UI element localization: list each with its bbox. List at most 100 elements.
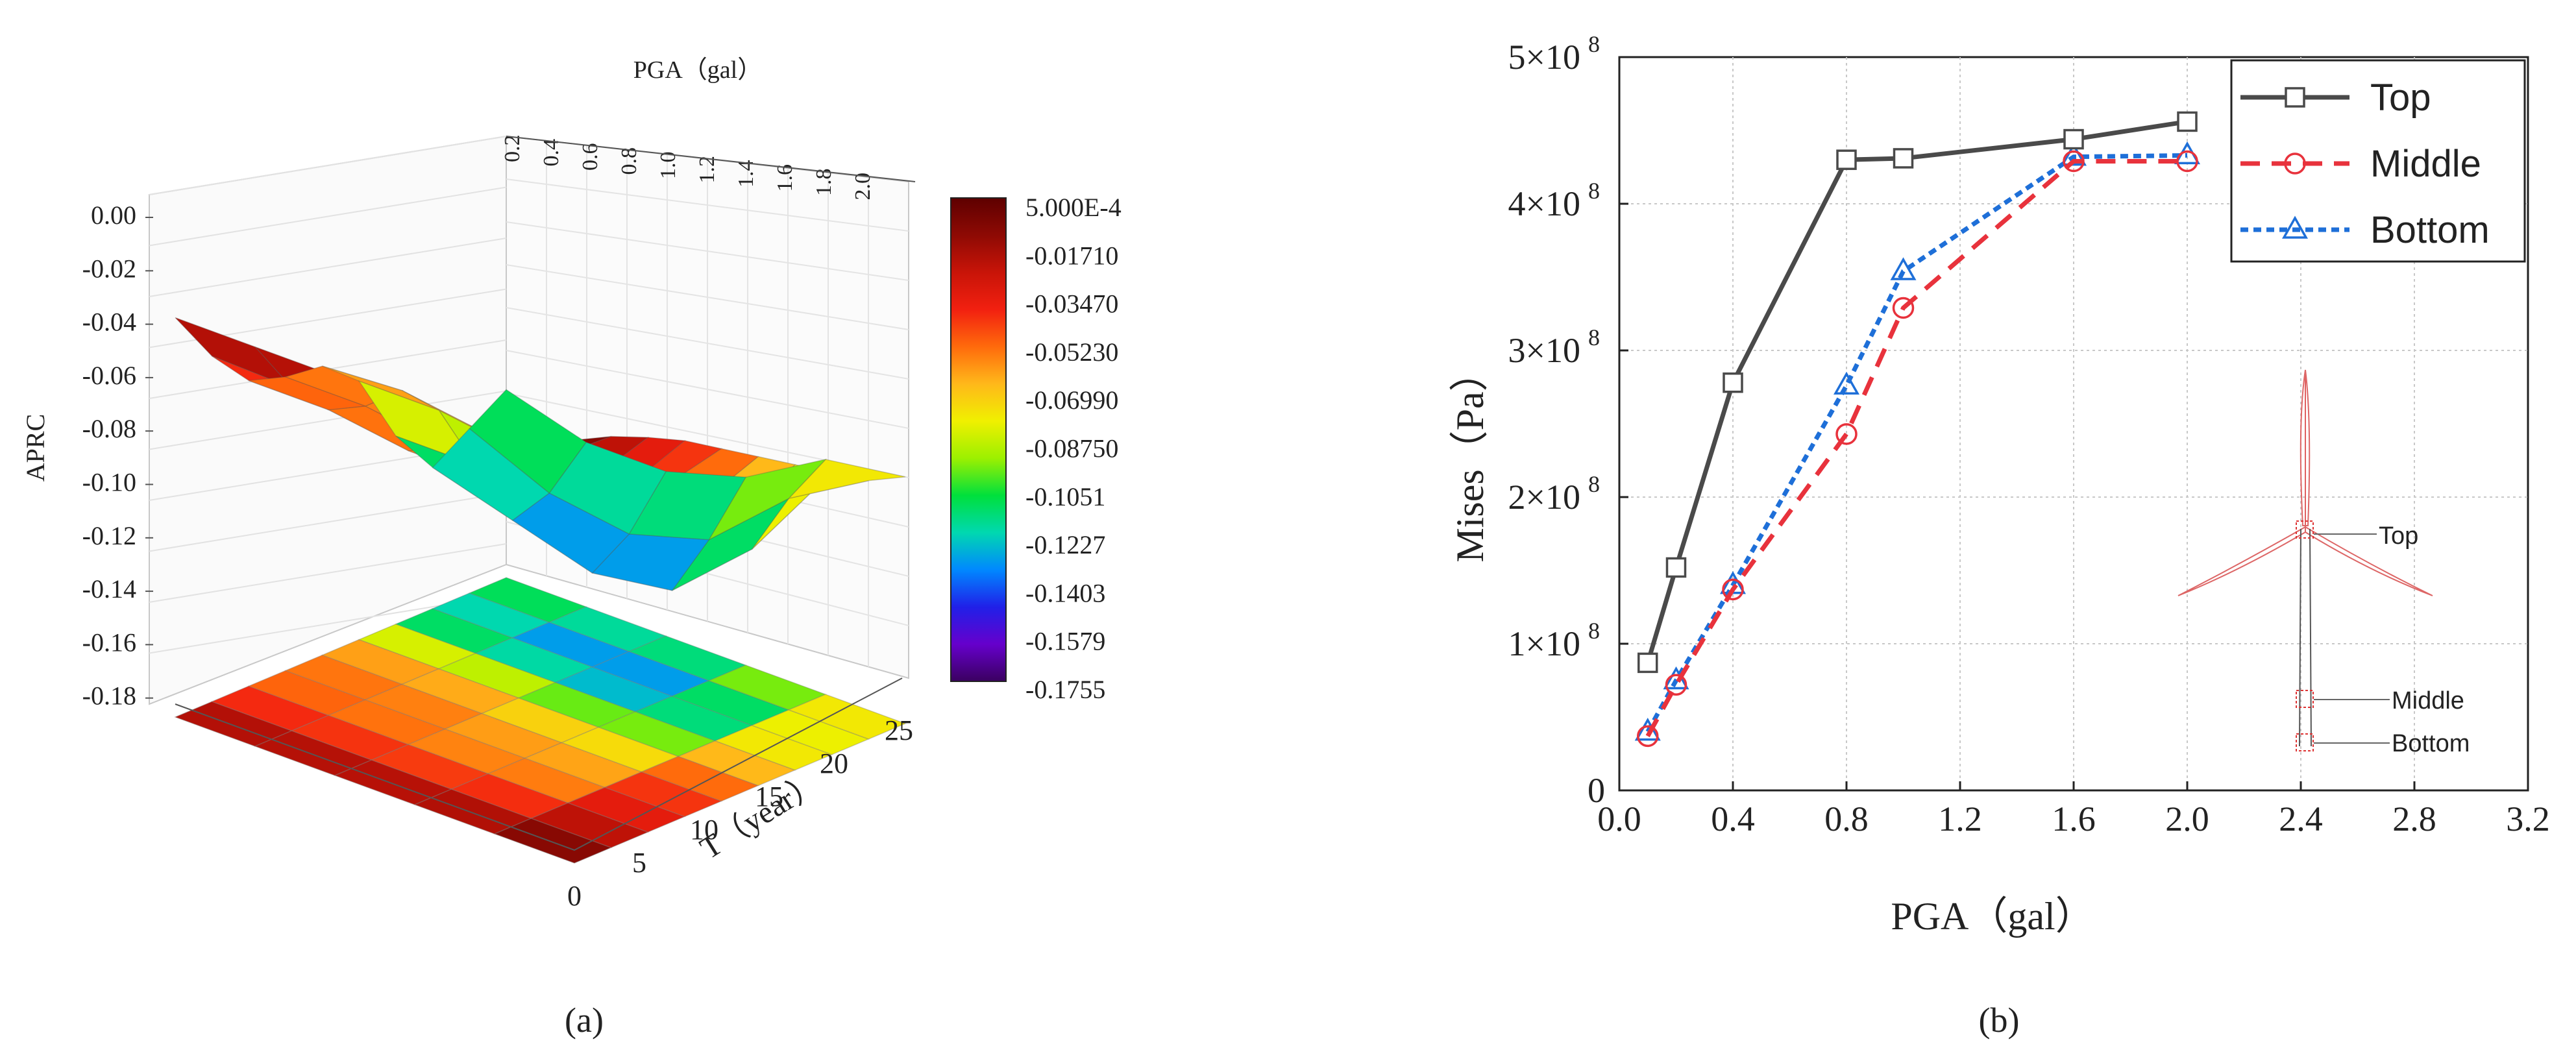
grid-line bbox=[506, 221, 909, 281]
z-tick-label: -0.06 bbox=[82, 361, 136, 390]
x-tick-label: 0.8 bbox=[1824, 799, 1869, 838]
y-tick-label: 2×10 bbox=[1508, 478, 1580, 517]
panel-a-surface-plot: 0.00 -0.02 -0.04 -0.06 -0.08 -0.10 -0.12 -0.14 -… bbox=[21, 56, 1122, 1040]
grid-line bbox=[506, 178, 909, 232]
z-tick-label: -0.16 bbox=[82, 628, 136, 657]
colorbar-label: -0.01710 bbox=[1025, 241, 1118, 270]
inset-label-middle: Middle bbox=[2392, 687, 2464, 714]
pga-tick-label: 0.2 bbox=[500, 135, 524, 163]
y-tick-label: 5×10 bbox=[1508, 38, 1580, 77]
colorbar-label: 5.000E-4 bbox=[1025, 193, 1122, 222]
colorbar-label: -0.03470 bbox=[1025, 289, 1118, 319]
colorbar-label: -0.06990 bbox=[1025, 385, 1118, 415]
marker-top bbox=[2063, 128, 2084, 150]
pga-tick-label: 0.6 bbox=[578, 143, 602, 171]
t-tick-label: 10 bbox=[690, 814, 718, 846]
panel-b-line-chart: 0.0 0.4 0.8 1.2 1.6 2.0 2.4 2.8 3.2 01×10 82×10 83… bbox=[1449, 31, 2550, 1040]
t-tick-label: 0 bbox=[567, 880, 582, 912]
pga-axis-line bbox=[506, 136, 916, 182]
legend-label-bottom: Bottom bbox=[2370, 209, 2490, 251]
marker-top bbox=[2177, 111, 2198, 132]
y-tick-label: 3×10 bbox=[1508, 331, 1580, 370]
marker-middle bbox=[1637, 725, 1659, 748]
y-axis-ticks: 0 1×10 8 2×10 8 3×10 8 4×10 8 5×10 8 bbox=[1508, 31, 1628, 810]
grid-line bbox=[149, 186, 507, 247]
turbine-blade-up-outline bbox=[2300, 369, 2311, 526]
z-tick-label: -0.12 bbox=[82, 521, 136, 550]
y-tick-label: 0 bbox=[1588, 771, 1605, 810]
pga-tick-label: 0.8 bbox=[617, 147, 641, 175]
marker-middle bbox=[1835, 423, 1858, 445]
z-tick-label: -0.18 bbox=[82, 681, 136, 711]
floor-cell bbox=[468, 577, 588, 623]
colorbar-label: -0.1051 bbox=[1025, 482, 1105, 511]
x-tick-label: 2.4 bbox=[2279, 799, 2323, 838]
series-lines bbox=[1634, 111, 2201, 748]
marker-middle bbox=[2176, 150, 2198, 173]
surface-cell bbox=[469, 389, 587, 494]
y-axis-label: Mises（Pa） bbox=[1449, 352, 1491, 562]
t-axis-ticks: 0 5 10 15 20 25 bbox=[567, 714, 913, 912]
turbine-blade-left bbox=[2177, 526, 2306, 596]
inset-label-bottom: Bottom bbox=[2392, 730, 2470, 757]
turbine-bottom-marker bbox=[2296, 733, 2314, 751]
x-tick-label: 2.0 bbox=[2165, 799, 2209, 838]
aprc-surface bbox=[175, 317, 906, 591]
y-tick-exponent: 8 bbox=[1588, 31, 1600, 57]
colorbar-label: -0.1755 bbox=[1025, 675, 1105, 704]
turbine-tower-left bbox=[2299, 528, 2301, 747]
grid-line bbox=[506, 264, 909, 330]
z-tick-label: -0.10 bbox=[82, 468, 136, 497]
legend-marker-middle bbox=[2284, 152, 2306, 175]
colorbar-label: -0.05230 bbox=[1025, 337, 1118, 367]
marker-top bbox=[1723, 372, 1743, 393]
marker-top bbox=[1665, 557, 1687, 578]
x-tick-label: 0.0 bbox=[1597, 799, 1641, 838]
marker-middle bbox=[1665, 674, 1687, 696]
front-edge bbox=[175, 677, 903, 851]
y-tick-exponent: 8 bbox=[1588, 324, 1600, 350]
t-tick-label: 5 bbox=[632, 847, 646, 879]
grid-line bbox=[149, 238, 507, 297]
panel-b-label: (b) bbox=[1979, 1001, 2020, 1040]
grid-line bbox=[149, 492, 507, 552]
legend-label-top: Top bbox=[2370, 77, 2431, 119]
inset-label-top: Top bbox=[2379, 522, 2418, 550]
y-tick-exponent: 8 bbox=[1588, 178, 1600, 204]
y-tick-exponent: 8 bbox=[1588, 618, 1600, 644]
floor-cell bbox=[787, 694, 907, 740]
turbine-blade-right bbox=[2305, 526, 2433, 596]
turbine-tower-right bbox=[2309, 528, 2312, 747]
z-tick-label: 0.00 bbox=[91, 201, 136, 230]
pga-tick-label: 1.2 bbox=[695, 156, 719, 184]
colorbar-label: -0.08750 bbox=[1025, 434, 1118, 463]
colorbar-label: -0.1403 bbox=[1025, 578, 1105, 607]
y-tick-exponent: 8 bbox=[1588, 471, 1600, 497]
x-tick-label: 1.2 bbox=[1938, 799, 1982, 838]
panel-a-label: (a) bbox=[565, 1001, 604, 1040]
marker-middle bbox=[1722, 578, 1744, 601]
colorbar-label: -0.1227 bbox=[1025, 530, 1105, 559]
pga-tick-label: 1.4 bbox=[734, 160, 758, 188]
x-axis-label: PGA（gal） bbox=[1891, 895, 2094, 938]
grid-line bbox=[149, 136, 507, 195]
z-axis-ticks: 0.00 -0.02 -0.04 -0.06 -0.08 -0.10 -0.12 -0.14 -… bbox=[82, 201, 153, 711]
marker-bottom bbox=[1890, 257, 1917, 280]
turbine-top-marker bbox=[2296, 520, 2314, 539]
grid-line bbox=[149, 543, 507, 603]
floor-contour-projection bbox=[173, 577, 907, 864]
x-axis-ticks: 0.0 0.4 0.8 1.2 1.6 2.0 2.4 2.8 3.2 bbox=[1597, 781, 2550, 838]
grid-line bbox=[506, 307, 909, 380]
marker-bottom bbox=[2060, 143, 2087, 166]
x-tick-label: 3.2 bbox=[2506, 799, 2550, 838]
x-tick-label: 0.4 bbox=[1711, 799, 1755, 838]
t-tick-label: 25 bbox=[885, 714, 913, 746]
z-tick-label: -0.04 bbox=[82, 308, 136, 337]
x-tick-label: 1.6 bbox=[2052, 799, 2096, 838]
legend-marker-bottom bbox=[2281, 215, 2309, 239]
grid-line bbox=[149, 390, 507, 450]
grid-line bbox=[506, 350, 909, 429]
marker-top bbox=[1836, 149, 1857, 170]
marker-middle bbox=[1892, 297, 1915, 319]
